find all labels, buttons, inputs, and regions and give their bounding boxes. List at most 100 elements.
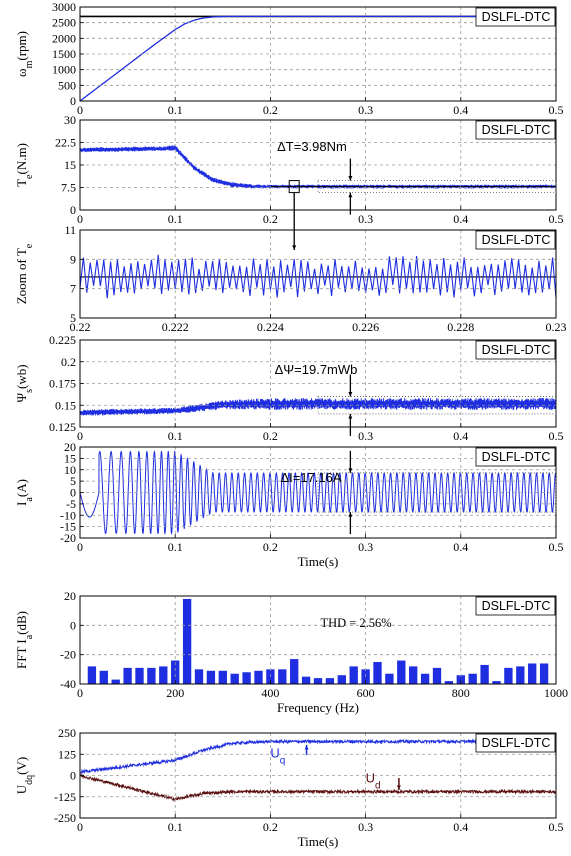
y-tick-label: 0 <box>70 769 76 783</box>
x-axis-label: Frequency (Hz) <box>277 700 359 715</box>
x-tick-label: 0.4 <box>453 429 468 443</box>
y-tick-label: 15 <box>64 158 76 172</box>
y-tick-label: 11 <box>64 223 76 237</box>
zoom-series-line <box>80 254 556 299</box>
voltage-series-d <box>80 773 556 803</box>
panel-torque: 0 0.1 0.2 0.3 0.4 0.5 0 7.5 15 22.5 30 Te(N.m) DSLFL… <box>14 113 564 226</box>
x-tick-label: 0 <box>77 103 83 117</box>
fft-bar <box>337 675 346 684</box>
x-tick-label: 0 <box>77 212 83 226</box>
legend-box <box>475 447 556 467</box>
fft-bar <box>242 672 251 684</box>
y-tick-label: -125 <box>54 790 76 804</box>
legend-text: DSLFL-DTC <box>482 450 551 464</box>
legend-box <box>475 733 556 753</box>
zoom-arrow-head <box>292 245 297 250</box>
fft-bar <box>159 666 168 684</box>
x-tick-label: 600 <box>357 686 375 700</box>
x-tick-label: 0.23 <box>546 320 567 334</box>
x-axis-label: Time(s) <box>298 834 339 849</box>
speed-series-line <box>80 15 555 101</box>
y-axis-label: Te(N.m) <box>14 143 35 187</box>
y-tick-label: 0.175 <box>49 377 76 391</box>
y-tick-label: 22.5 <box>55 136 76 150</box>
y-tick-label: -10 <box>60 508 76 522</box>
ud-label: Ud <box>366 770 381 791</box>
fft-bar <box>385 673 394 684</box>
fft-bar <box>432 667 442 684</box>
legend-text: DSLFL-DTC <box>482 233 551 247</box>
x-tick-label: 0.3 <box>358 103 373 117</box>
flux-series-line <box>80 397 556 416</box>
x-axis-label: Time(s) <box>298 554 339 569</box>
flux-ripple-arrow-top-head <box>348 391 353 397</box>
y-tick-label: 20 <box>64 589 76 603</box>
fft-bar <box>171 660 180 684</box>
current-ripple-band <box>317 472 557 513</box>
x-tick-label: 0 <box>77 820 83 834</box>
fft-bar <box>539 663 549 684</box>
fft-bar <box>123 667 132 684</box>
x-tick-label: 800 <box>452 686 470 700</box>
legend-box <box>475 120 556 140</box>
legend-text: DSLFL-DTC <box>482 10 551 24</box>
panel-speed: 0 0.1 0.2 0.3 0.4 0.5050010001500200025003000… <box>14 0 564 117</box>
x-tick-label: 0.4 <box>453 103 468 117</box>
y-axis-label: FFT Ia(dB) <box>14 611 35 669</box>
fft-bar <box>373 662 382 684</box>
axes-frame <box>79 595 557 685</box>
flux-annotation: ΔΨ=19.7mWb <box>275 362 358 377</box>
y-axis-label: Ψs(wb) <box>14 364 35 402</box>
x-tick-label: 0.1 <box>168 103 183 117</box>
legend-box <box>475 340 556 360</box>
x-tick-label: 0.5 <box>549 820 564 834</box>
x-tick-label: 0.228 <box>447 320 474 334</box>
current-annotation: ΔI=17.16A <box>280 470 341 485</box>
y-tick-label: -15 <box>60 520 76 534</box>
fft-bar <box>516 666 525 684</box>
y-tick-label: 2500 <box>52 16 76 30</box>
fft-bar <box>528 663 537 684</box>
fft-bar <box>349 666 358 684</box>
legend-box <box>475 230 556 250</box>
x-tick-label: 0 <box>77 686 83 700</box>
panel-current: 0 0.1 0.2 0.3 0.4 0.5-20-15-10-505101520Ia(A)… <box>14 440 564 569</box>
y-tick-label: 0 <box>70 94 76 108</box>
x-tick-label: 0.1 <box>168 540 183 554</box>
uq-label: Uq <box>270 746 285 767</box>
y-tick-label: 3000 <box>52 0 76 14</box>
y-tick-label: 0 <box>70 203 76 217</box>
flux-ripple-arrow-bottom-head <box>348 413 353 419</box>
y-tick-label: 0.225 <box>49 333 76 347</box>
y-tick-label: 5 <box>70 311 76 325</box>
y-tick-label: 9 <box>70 252 76 266</box>
fft-bar <box>194 669 204 684</box>
x-tick-label: 0.5 <box>549 212 564 226</box>
x-tick-label: 0.2 <box>263 429 278 443</box>
y-tick-label: 7 <box>70 282 76 296</box>
x-tick-label: 0.2 <box>263 820 278 834</box>
axes-frame <box>79 229 557 319</box>
y-tick-label: 15 <box>64 451 76 465</box>
fft-bar <box>147 667 156 684</box>
fft-bar <box>182 598 192 684</box>
plot-area <box>80 254 556 299</box>
panel-fft: 0 200 400 600 800 1000 -40 -20 0 20 FFT Ia(dB) Freq… <box>14 589 568 715</box>
x-tick-label: 0 <box>77 429 83 443</box>
y-tick-label: 500 <box>58 78 76 92</box>
x-tick-label: 0.1 <box>168 820 183 834</box>
torque-annotation: ΔT=3.98Nm <box>277 139 347 154</box>
fft-bar <box>87 666 97 684</box>
y-axis-label: Zoom of Te <box>14 243 35 304</box>
y-tick-label: -20 <box>60 648 76 662</box>
fft-bar <box>135 667 144 684</box>
fft-bar <box>325 678 335 684</box>
y-tick-label: 10 <box>64 463 76 477</box>
fft-bar <box>444 681 454 684</box>
fft-bar <box>397 660 406 684</box>
torque-ripple-arrow-bottom-head <box>348 192 353 198</box>
fft-bar <box>504 667 513 684</box>
y-tick-label: 20 <box>64 440 76 454</box>
y-tick-label: -5 <box>66 497 76 511</box>
